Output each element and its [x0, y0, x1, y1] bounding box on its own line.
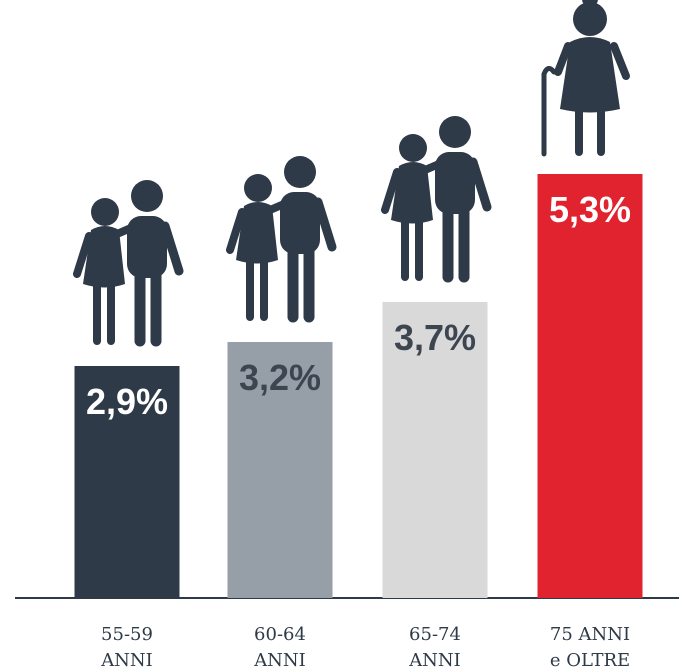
value-label: 5,3%	[549, 189, 631, 230]
bar	[382, 302, 488, 598]
couple-icon	[230, 156, 332, 317]
x-tick-label-line: ANNI	[253, 650, 306, 670]
bar	[227, 342, 333, 598]
bar	[537, 174, 643, 598]
x-tick-label: 60-64 ANNI	[253, 624, 306, 670]
value-label: 3,7%	[394, 317, 476, 358]
value-label: 2,9%	[86, 381, 168, 422]
x-tick-label: 55-59 ANNI	[100, 624, 153, 670]
bar	[74, 366, 180, 598]
x-tick-label: 65-74 ANNI	[408, 624, 461, 670]
x-tick-label: 75 ANNI e OLTRE	[550, 624, 630, 670]
x-tick-label-line: ANNI	[408, 650, 461, 670]
elder-icon	[544, 0, 626, 154]
x-tick-label-line: 65-74	[409, 624, 461, 645]
x-tick-label-line: 60-64	[254, 624, 306, 645]
x-tick-label-line: ANNI	[100, 650, 153, 670]
x-tick-label-line: e OLTRE	[550, 650, 630, 670]
value-label: 3,2%	[239, 357, 321, 398]
couple-icon	[385, 116, 487, 277]
x-tick-label-line: 75 ANNI	[550, 624, 630, 645]
x-tick-label-line: 55-59	[101, 624, 153, 645]
couple-icon	[77, 180, 179, 341]
